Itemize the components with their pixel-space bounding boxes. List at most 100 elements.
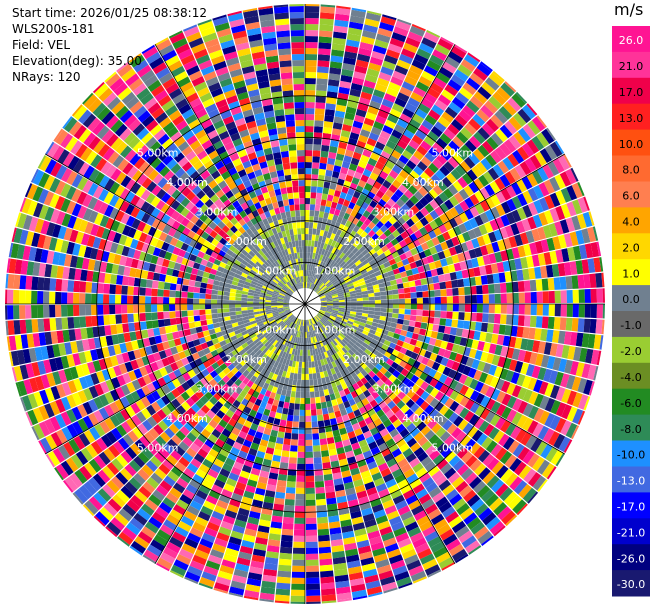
noise-gate: [476, 161, 488, 174]
valid-gate: [320, 307, 327, 310]
noise-gate: [555, 417, 567, 433]
noise-gate: [33, 202, 44, 218]
noise-gate: [131, 414, 142, 427]
noise-gate: [453, 336, 462, 345]
noise-gate: [386, 510, 400, 521]
noise-gate: [387, 366, 396, 375]
noise-gate: [139, 366, 148, 377]
noise-gate: [391, 405, 400, 414]
noise-gate: [466, 494, 481, 507]
noise-gate: [211, 170, 221, 180]
noise-gate: [358, 392, 366, 401]
noise-gate: [529, 242, 538, 255]
noise-gate: [93, 410, 105, 423]
noise-gate: [381, 531, 395, 542]
noise-gate: [204, 424, 215, 434]
noise-gate: [232, 200, 241, 209]
noise-gate: [345, 207, 353, 215]
noise-gate: [298, 439, 305, 446]
noise-gate: [399, 443, 410, 453]
noise-gate: [279, 394, 286, 402]
noise-gate: [471, 238, 480, 249]
valid-gate: [336, 275, 343, 281]
noise-gate: [275, 18, 290, 26]
noise-gate: [364, 574, 379, 584]
noise-gate: [463, 320, 471, 330]
noise-gate: [194, 549, 209, 560]
valid-gate: [314, 316, 319, 322]
noise-gate: [593, 257, 602, 273]
noise-gate: [334, 568, 348, 577]
valid-gate: [368, 342, 376, 349]
noise-gate: [55, 305, 62, 318]
noise-gate: [221, 225, 230, 234]
valid-gate: [321, 339, 326, 346]
noise-gate: [192, 103, 205, 114]
noise-gate: [13, 365, 23, 382]
noise-gate: [436, 153, 448, 165]
noise-gate: [523, 351, 532, 364]
noise-gate: [287, 414, 294, 422]
noise-gate: [372, 146, 383, 156]
noise-gate: [172, 37, 188, 50]
valid-gate: [326, 282, 333, 288]
noise-gate: [433, 518, 448, 531]
noise-gate: [401, 81, 415, 92]
noise-gate: [520, 432, 532, 446]
noise-gate: [290, 445, 298, 452]
noise-gate: [216, 125, 227, 135]
noise-gate: [69, 229, 79, 243]
valid-gate: [319, 274, 324, 281]
noise-gate: [315, 402, 322, 410]
noise-gate: [359, 41, 374, 51]
valid-gate: [339, 349, 346, 356]
valid-gate: [305, 367, 309, 374]
noise-gate: [244, 114, 256, 124]
noise-gate: [55, 317, 63, 331]
noise-gate: [136, 127, 150, 140]
noise-gate: [459, 87, 473, 100]
noise-gate: [382, 433, 393, 443]
noise-gate: [115, 314, 122, 324]
noise-gate: [254, 431, 263, 440]
noise-gate: [209, 230, 218, 239]
noise-gate: [187, 304, 194, 311]
noise-gate: [470, 521, 485, 535]
noise-gate: [326, 503, 338, 511]
noise-gate: [233, 568, 248, 578]
valid-gate: [317, 378, 322, 385]
noise-gate: [94, 423, 106, 437]
noise-gate: [119, 127, 132, 141]
valid-gate: [309, 379, 314, 386]
noise-gate: [226, 229, 234, 238]
noise-gate: [243, 180, 252, 189]
noise-gate: [111, 334, 120, 345]
noise-gate: [274, 443, 283, 451]
noise-gate: [335, 184, 343, 192]
noise-gate: [55, 414, 67, 429]
noise-gate: [511, 196, 522, 209]
noise-gate: [443, 349, 452, 359]
noise-gate: [473, 417, 485, 430]
noise-gate: [388, 342, 397, 349]
valid-gate: [326, 296, 333, 300]
noise-gate: [167, 470, 180, 482]
noise-gate: [124, 191, 136, 203]
valid-gate: [332, 308, 339, 311]
noise-gate: [52, 371, 62, 385]
noise-gate: [8, 242, 14, 258]
noise-gate: [433, 282, 441, 290]
noise-gate: [197, 250, 205, 259]
noise-gate: [189, 500, 203, 511]
valid-gate: [317, 260, 322, 267]
noise-gate: [38, 188, 49, 204]
noise-gate: [529, 352, 538, 365]
noise-gate: [141, 177, 153, 189]
noise-gate: [264, 452, 273, 461]
noise-gate: [305, 511, 317, 518]
noise-gate: [329, 393, 336, 401]
noise-gate: [442, 506, 456, 519]
noise-gate: [259, 212, 267, 221]
valid-gate: [335, 229, 342, 237]
noise-gate: [340, 433, 349, 441]
